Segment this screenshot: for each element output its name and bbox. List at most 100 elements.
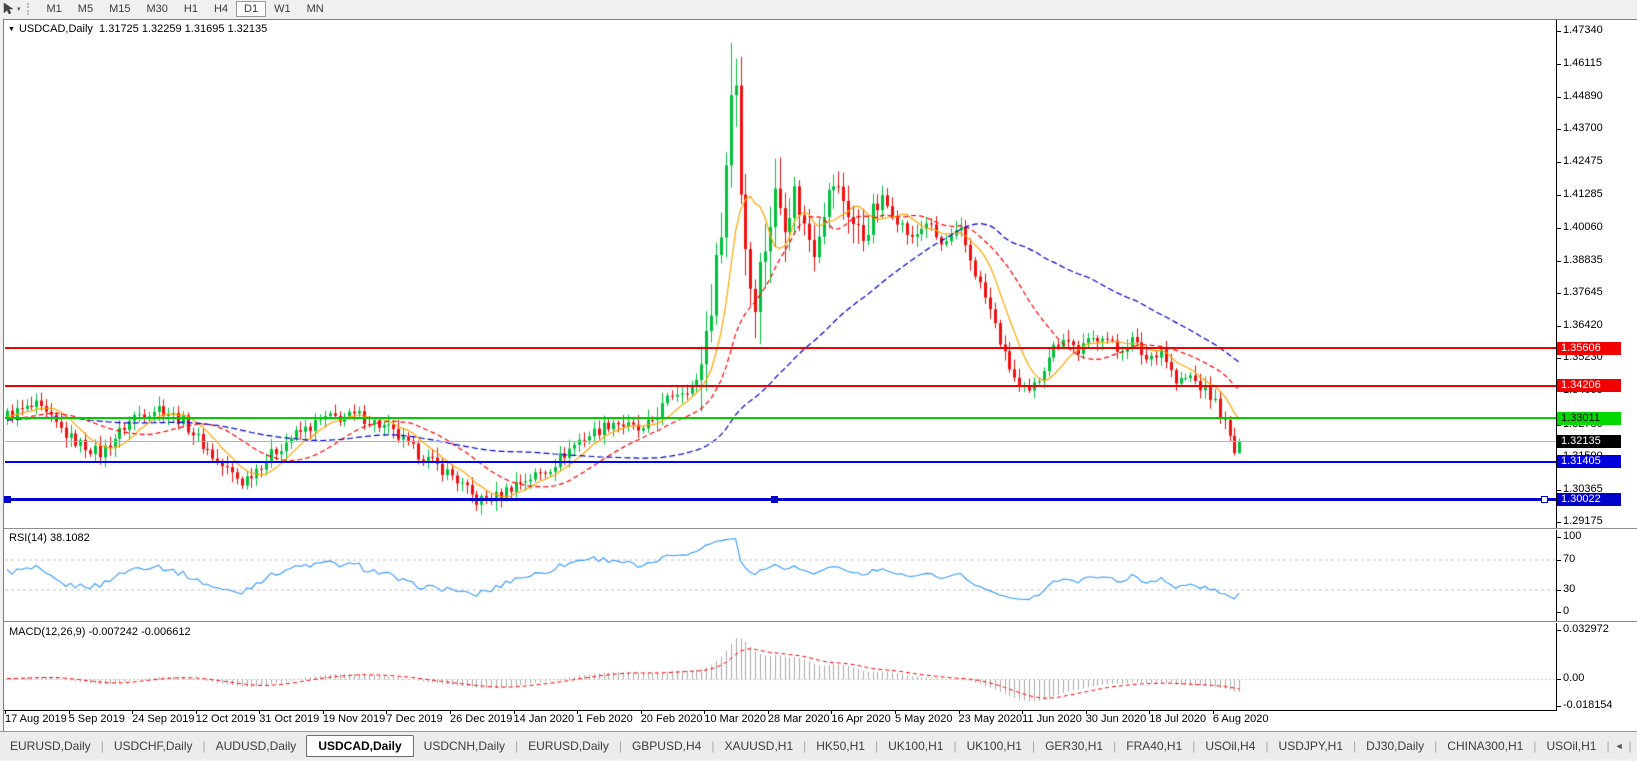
rsi-scale-tick <box>1556 589 1561 591</box>
chart-tab-usdcad-daily[interactable]: USDCAD,Daily <box>306 734 414 757</box>
date-axis-label: 31 Oct 2019 <box>259 713 320 725</box>
tab-separator: | <box>618 738 622 753</box>
chart-ohlc-readout: 1.31725 1.32259 1.31695 1.32135 <box>99 23 268 35</box>
date-axis-tick <box>259 711 261 714</box>
date-axis-tick <box>958 711 960 714</box>
chart-tab-usdjpy-h1[interactable]: USDJPY,H1 <box>1278 738 1344 753</box>
chart-tab-fra40-h1[interactable]: FRA40,H1 <box>1126 738 1183 753</box>
hline-support-green[interactable] <box>5 417 1556 420</box>
chart-tab-usoil-h1[interactable]: USOil,H1 <box>1546 738 1597 753</box>
date-axis-label: 19 Nov 2019 <box>322 713 386 725</box>
price-scale-label: 1.41285 <box>1563 187 1603 200</box>
price-scale-label: 1.46115 <box>1563 57 1602 70</box>
timeframe-button-d1[interactable]: D1 <box>236 1 267 17</box>
collapse-triangle-icon[interactable]: ▼ <box>8 26 15 33</box>
chart-tab-usdcnh-daily[interactable]: USDCNH,Daily <box>423 738 506 753</box>
panel-separator-macd-hl <box>4 622 1637 623</box>
price-scale-tick <box>1556 521 1561 523</box>
chart-tab-dj30-daily[interactable]: DJ30,Daily <box>1366 738 1425 753</box>
chart-tab-china300-h1[interactable]: CHINA300,H1 <box>1447 738 1524 753</box>
timeframe-button-mn[interactable]: MN <box>306 3 324 15</box>
tab-separator: | <box>515 738 519 753</box>
date-axis-tick <box>577 711 579 714</box>
tab-separator: | <box>1434 738 1438 753</box>
tab-scroll-right-icon[interactable]: ► <box>1632 739 1637 753</box>
tab-scroll-left-icon[interactable]: ◄ <box>1614 740 1624 751</box>
macd-scale-label: -0.018154 <box>1563 698 1613 711</box>
rsi-scale-tick <box>1556 612 1561 613</box>
hline-support-blue-1[interactable] <box>5 460 1556 463</box>
price-scale-label: 1.29175 <box>1563 514 1603 527</box>
price-scale-tick <box>1556 162 1561 164</box>
date-axis-label: 30 Jun 2020 <box>1085 713 1147 725</box>
price-scale-tick <box>1556 129 1561 131</box>
hline-resistance-2[interactable] <box>5 384 1556 387</box>
macd-scale-label: 0.032972 <box>1563 623 1609 635</box>
price-scale-label: 1.40060 <box>1563 220 1603 233</box>
dropdown-caret-icon[interactable]: ▾ <box>17 6 21 13</box>
hline-drag-handle[interactable] <box>4 495 11 503</box>
price-scale-tick <box>1556 260 1561 262</box>
timeframe-button-h4[interactable]: H4 <box>213 3 229 15</box>
chart-tab-uk100-h1[interactable]: UK100,H1 <box>966 738 1022 753</box>
chart-tab-uk100-h1[interactable]: UK100,H1 <box>888 738 944 753</box>
date-axis-label: 26 Dec 2019 <box>449 713 513 725</box>
date-axis-tick <box>195 711 197 714</box>
hline-current-price[interactable] <box>5 441 1556 443</box>
rsi-scale-label: 0 <box>1563 605 1570 617</box>
macd-indicator-label: MACD(12,26,9) -0.007242 -0.006612 <box>9 626 191 638</box>
date-axis-tick <box>68 711 70 714</box>
price-scale-tick <box>1556 489 1561 491</box>
hline-drag-handle[interactable] <box>771 495 778 503</box>
date-axis-tick <box>1212 711 1214 714</box>
price-scale-tick <box>1556 97 1561 99</box>
chart-tab-eurusd-daily[interactable]: EURUSD,Daily <box>528 738 609 753</box>
chart-tab-eurusd-daily[interactable]: EURUSD,Daily <box>10 738 91 753</box>
chart-tab-hk50-h1[interactable]: HK50,H1 <box>816 738 865 753</box>
timeframe-button-m15[interactable]: M15 <box>109 3 131 15</box>
timeframe-button-m30[interactable]: M30 <box>146 3 168 15</box>
rsi-scale-label: 70 <box>1563 552 1576 565</box>
macd-scale-tick <box>1556 679 1561 680</box>
chart-tab-ger30-h1[interactable]: GER30,H1 <box>1045 738 1104 753</box>
date-axis-tick <box>1085 711 1087 714</box>
date-axis-tick <box>513 711 515 714</box>
price-scale-label: 1.36420 <box>1563 319 1603 332</box>
hline-resistance-1[interactable] <box>5 347 1556 350</box>
price-badge: 1.30022 <box>1557 492 1621 506</box>
panel-separator-rsi[interactable] <box>4 528 1637 529</box>
date-axis-tick <box>1022 711 1024 714</box>
date-axis-tick <box>449 711 451 714</box>
price-scale-tick <box>1556 31 1561 32</box>
toolbar-grip[interactable] <box>26 3 33 15</box>
price-badge: 1.31405 <box>1557 455 1621 469</box>
date-axis-label: 12 Oct 2019 <box>195 713 256 725</box>
timeframe-button-m5[interactable]: M5 <box>77 3 94 15</box>
hline-drag-handle[interactable] <box>1541 495 1548 503</box>
chart-tab-usdchf-daily[interactable]: USDCHF,Daily <box>113 738 193 753</box>
price-axis-line <box>1556 20 1557 710</box>
price-scale-label: 1.43700 <box>1563 122 1603 135</box>
date-axis-label: 1 Feb 2020 <box>577 713 633 725</box>
timeframe-button-m1[interactable]: M1 <box>46 3 62 15</box>
date-axis-tick <box>5 711 6 714</box>
price-scale-label: 1.47340 <box>1563 24 1603 36</box>
cursor-tool-icon[interactable] <box>2 2 16 16</box>
chart-tab-usoil-h4[interactable]: USOil,H4 <box>1205 738 1256 753</box>
price-scale-label: 1.44890 <box>1563 90 1603 103</box>
date-axis-label: 14 Jan 2020 <box>513 713 575 725</box>
price-chart-canvas[interactable] <box>5 20 1556 710</box>
macd-scale-tick <box>1556 705 1561 707</box>
panel-separator-macd[interactable] <box>4 621 1637 622</box>
hline-support-blue-2[interactable] <box>5 497 1556 501</box>
chart-tab-gbpusd-h4[interactable]: GBPUSD,H4 <box>631 738 702 753</box>
rsi-scale-label: 100 <box>1563 530 1582 542</box>
price-scale-tick <box>1556 227 1561 229</box>
timeframe-button-h1[interactable]: H1 <box>183 3 198 15</box>
timeframe-button-w1[interactable]: W1 <box>274 3 291 15</box>
chart-tab-xauusd-h1[interactable]: XAUUSD,H1 <box>724 738 794 753</box>
macd-scale-label: 0.00 <box>1563 672 1585 684</box>
rsi-scale-tick <box>1556 537 1561 538</box>
chart-tab-audusd-daily[interactable]: AUDUSD,Daily <box>215 738 297 753</box>
chart-title: ▼ USDCAD,Daily 1.31725 1.32259 1.31695 1.… <box>8 23 267 35</box>
